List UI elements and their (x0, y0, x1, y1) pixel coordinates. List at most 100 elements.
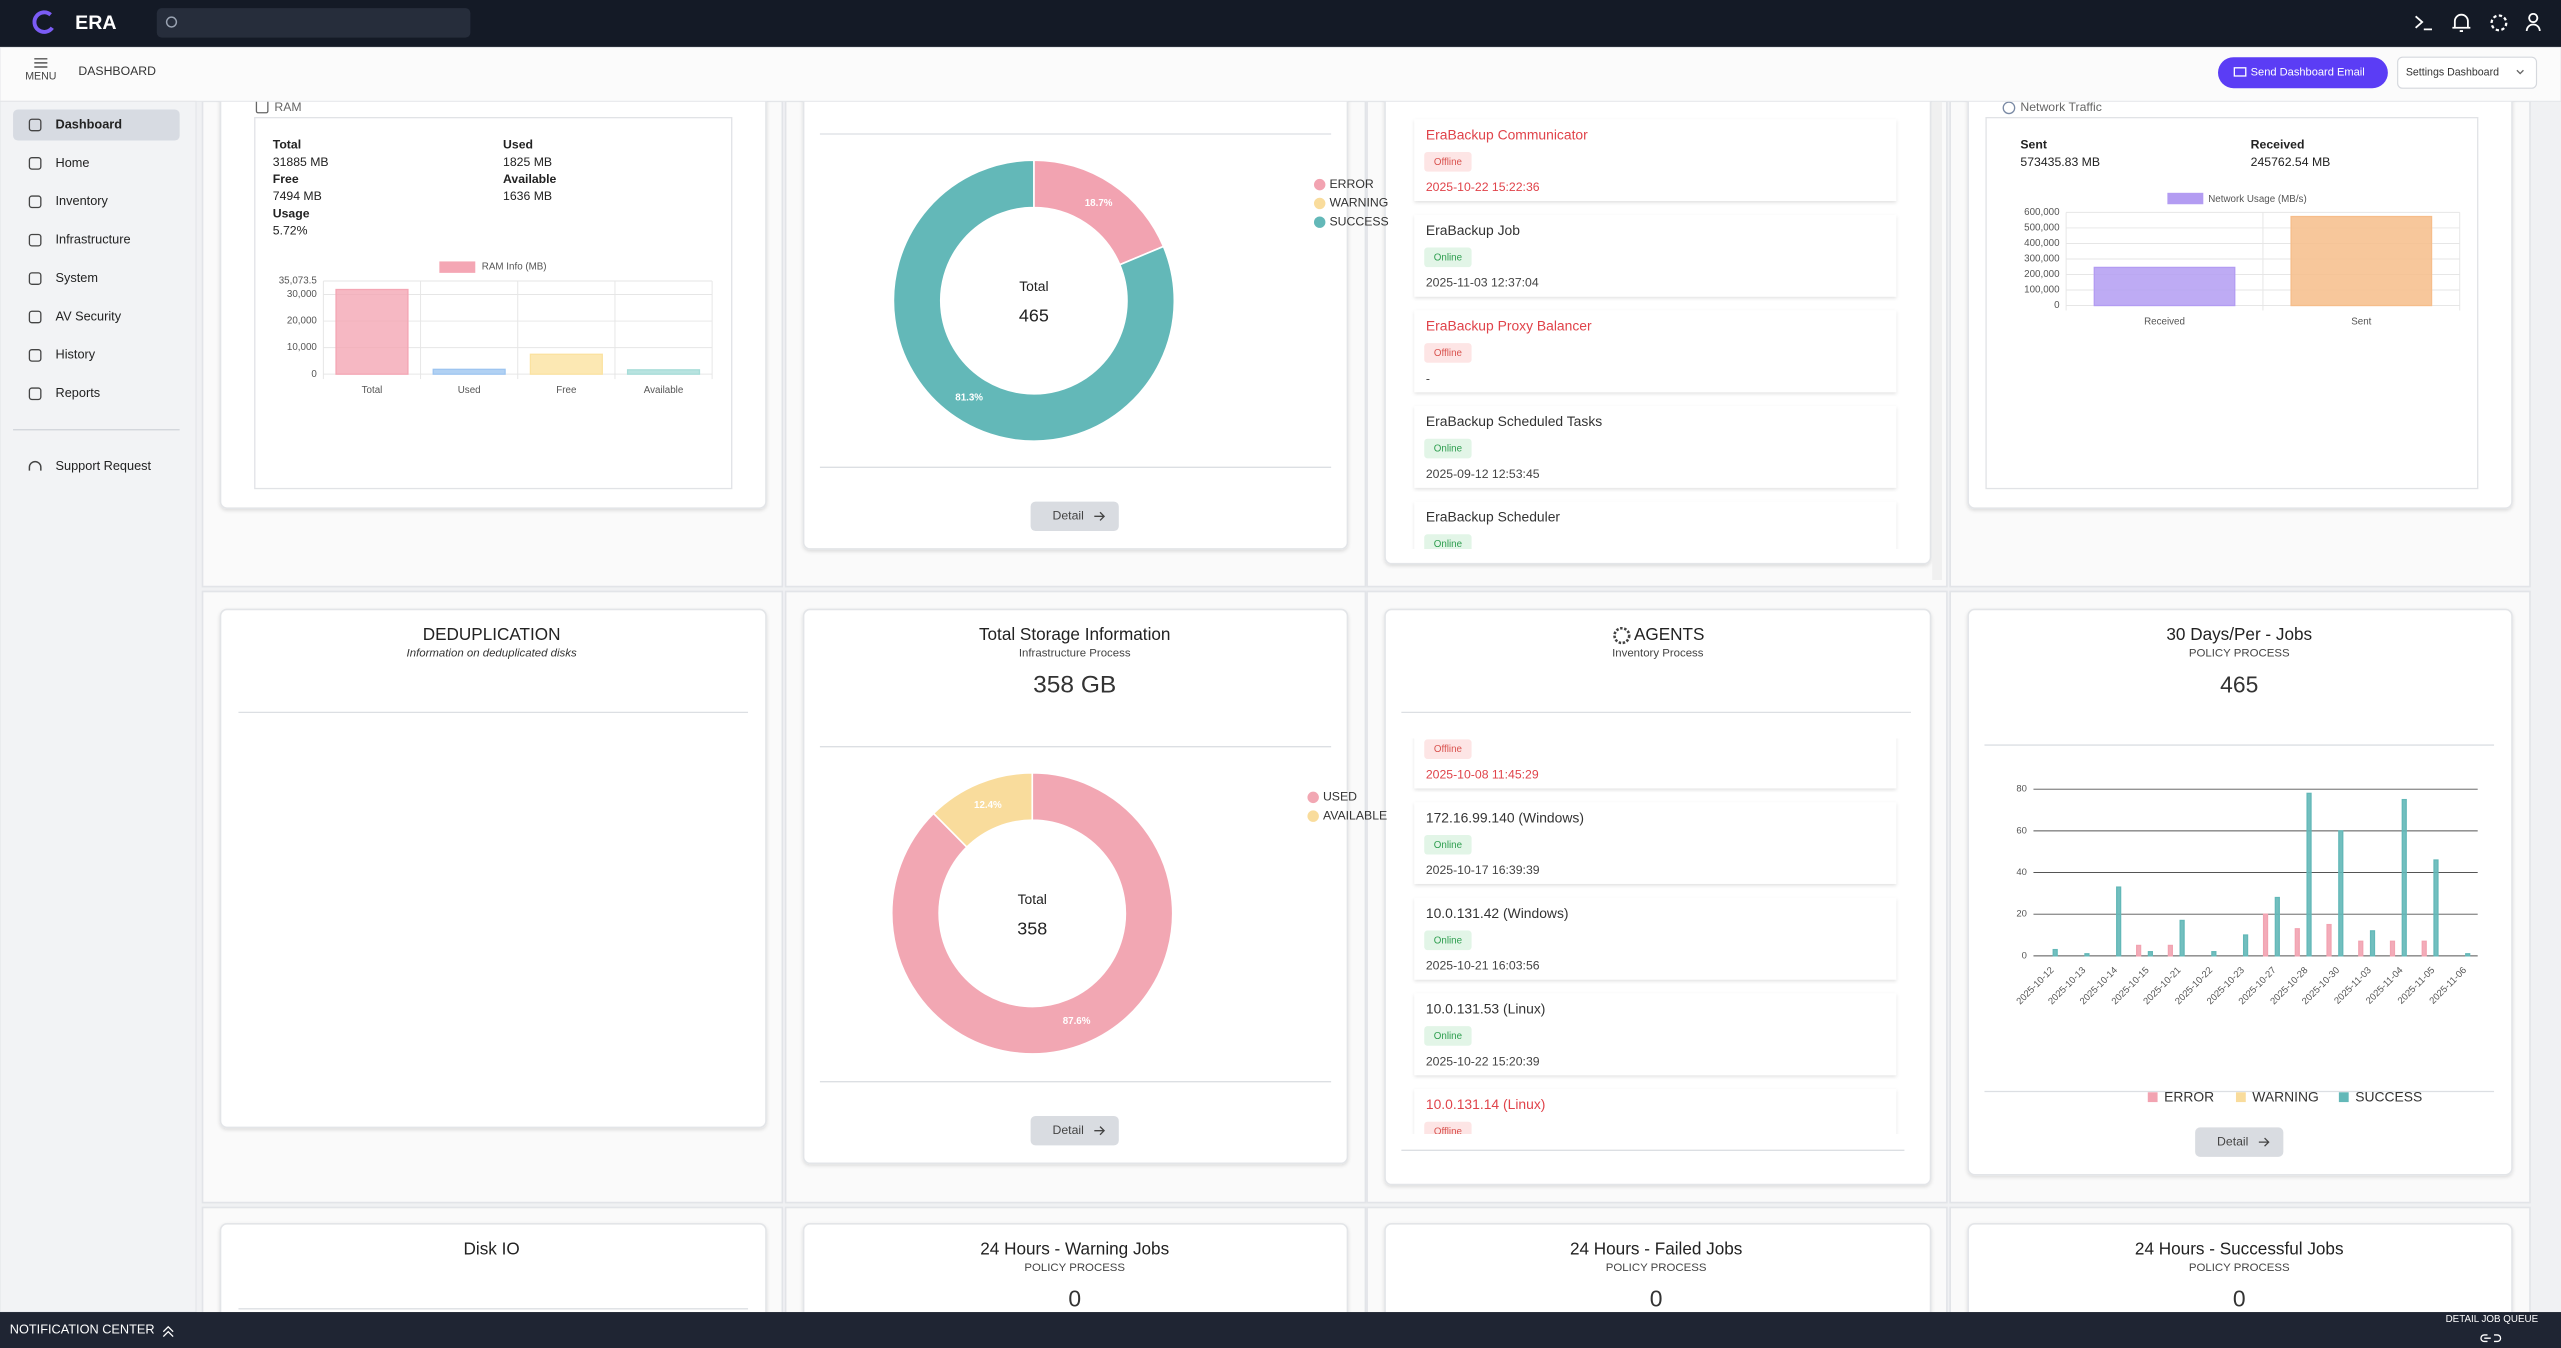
stat-value: 1825 MB (503, 155, 552, 169)
nav-icon (28, 118, 42, 132)
page-title: DASHBOARD (78, 64, 156, 78)
mail-icon (2233, 67, 2247, 77)
send-email-label[interactable]: Send Dashboard Email (2251, 67, 2365, 79)
y-tick-label: 0 (2022, 950, 2027, 961)
send-email-button[interactable] (2218, 57, 2388, 89)
y-tick-label: 30,000 (287, 289, 318, 300)
status-label: Online (1434, 444, 1463, 455)
bar (2242, 934, 2249, 957)
x-tick-label: Received (2144, 316, 2185, 327)
card (1967, 1223, 2513, 1313)
nav-item[interactable]: Home (56, 155, 90, 170)
scrollbar (1932, 101, 1942, 581)
detail-button[interactable] (2195, 1127, 2284, 1157)
agents-list: Offline 2025-10-08 11:45:29 172.16.99.140 … (1414, 738, 1897, 1134)
detail-button[interactable] (1030, 501, 1119, 532)
bell-icon[interactable] (2452, 13, 2471, 32)
nav-item[interactable]: Infrastructure (56, 232, 131, 247)
stat-value: 31885 MB (273, 155, 329, 169)
bar (2433, 859, 2439, 957)
bar (2294, 928, 2300, 957)
nav-item[interactable]: History (56, 347, 96, 362)
settings-button[interactable] (2397, 56, 2538, 89)
nav-item[interactable]: Inventory (56, 193, 109, 208)
legend-swatch (1307, 810, 1319, 822)
terminal-icon (2415, 15, 2432, 31)
detail-button-label[interactable]: Detail (1053, 509, 1084, 523)
bar (2052, 948, 2058, 957)
user-icon[interactable] (2525, 12, 2541, 32)
detail-button-label[interactable]: Detail (1053, 1123, 1084, 1137)
support-link[interactable]: Support Request (56, 458, 152, 473)
status-label: Offline (1434, 157, 1463, 168)
chart-frame (254, 116, 733, 490)
nav-item[interactable]: Dashboard (56, 116, 123, 131)
menu-label[interactable]: MENU (25, 71, 56, 83)
spinner-icon (2490, 14, 2508, 32)
bar (2211, 951, 2217, 957)
legend-swatch (2235, 1092, 2246, 1103)
nav-icon (28, 157, 42, 170)
item-name: EraBackup Communicator (1426, 126, 1588, 142)
main-area: RAM Total 31885 MB Used 1825 MB Free 7494 MB Av… (201, 101, 2531, 1313)
panel-subtitle: POLICY PROCESS (2189, 1262, 2290, 1274)
ram-icon (255, 101, 269, 114)
status-badge (1424, 1121, 1472, 1134)
panel-subtitle: Information on deduplicated disks (407, 648, 577, 660)
legend-swatch (1313, 216, 1326, 228)
stat-value: 5.72% (273, 223, 308, 237)
toolbar (0, 46, 2561, 102)
notification-center[interactable]: NOTIFICATION CENTER (10, 1321, 155, 1336)
bar (335, 288, 409, 375)
panel-value: 0 (2233, 1286, 2246, 1312)
nav-item[interactable]: Reports (56, 385, 101, 400)
status-label: Online (1434, 840, 1463, 851)
y-tick-label: 60 (2016, 825, 2027, 836)
bar (2465, 953, 2471, 957)
arrow-icon (2258, 1137, 2270, 1147)
item-name: 10.0.131.14 (Linux) (1426, 1096, 1546, 1112)
panel-subtitle: Inventory Process (1612, 648, 1704, 660)
y-tick-label: 40 (2016, 867, 2027, 878)
status-label: Offline (1434, 744, 1463, 755)
panel-title: 24 Hours - Successful Jobs (2135, 1238, 2344, 1258)
donut-segment (892, 159, 1176, 442)
legend-label: ERROR (2164, 1089, 2214, 1105)
detail-button-label[interactable]: Detail (2217, 1134, 2248, 1148)
bar (2369, 930, 2376, 957)
nav-item[interactable]: System (56, 270, 98, 285)
status-badge (1424, 343, 1472, 363)
card (802, 1223, 1349, 1313)
status-badge (1424, 247, 1472, 268)
panel-total: 358 GB (1033, 672, 1116, 699)
list-item (1414, 119, 1897, 201)
y-tick-label: 0 (2054, 300, 2060, 311)
status-label: Online (1434, 935, 1463, 946)
legend-swatch (1313, 197, 1326, 210)
legend-label: USED (1323, 790, 1357, 804)
arrow-icon (1094, 511, 1106, 521)
list-item (1414, 897, 1897, 980)
stat-value: 7494 MB (273, 189, 322, 203)
search-box[interactable] (156, 8, 471, 38)
nav-icon (28, 195, 42, 209)
settings-label[interactable]: Settings Dashboard (2406, 67, 2499, 79)
nav-item[interactable]: AV Security (56, 308, 122, 323)
item-time: 2025-10-21 16:03:56 (1426, 959, 1540, 973)
stat-label: Sent (2020, 138, 2047, 152)
menu-icon[interactable] (34, 58, 48, 68)
detail-button[interactable] (1030, 1115, 1119, 1146)
status-label: Online (1434, 1031, 1463, 1042)
bar (2358, 940, 2364, 957)
list-item (1414, 501, 1897, 550)
status-label: Offline (1434, 348, 1463, 359)
active-nav (13, 109, 180, 141)
gear-icon (1613, 626, 1631, 645)
legend-label: Network Usage (MB/s) (2208, 194, 2307, 205)
nav-icon (28, 349, 42, 362)
y-tick-label: 20,000 (287, 316, 318, 327)
detail-job-queue[interactable]: DETAIL JOB QUEUE (2446, 1314, 2539, 1325)
item-time: 2025-11-03 12:37:04 (1426, 276, 1539, 290)
segment-label: 12.4% (974, 800, 1002, 811)
